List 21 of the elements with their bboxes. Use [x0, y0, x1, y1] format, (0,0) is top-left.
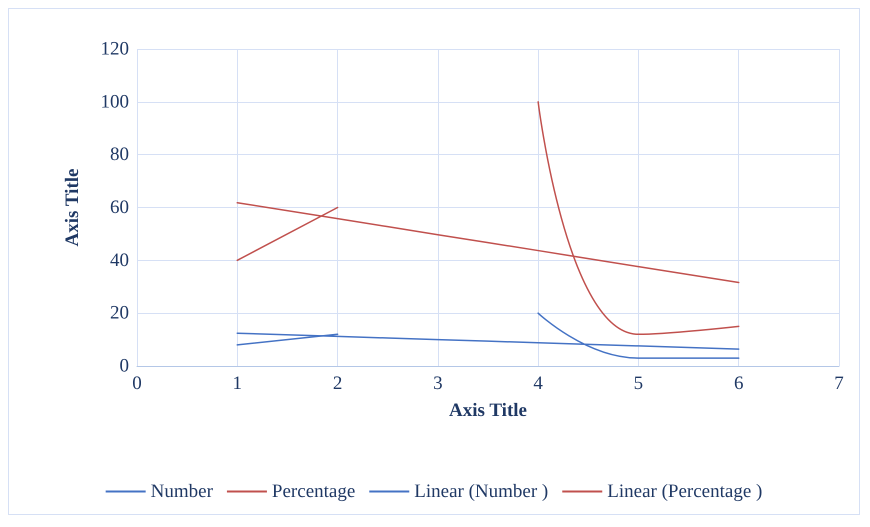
y-tick-label: 20 [110, 302, 129, 324]
legend-label: Linear (Percentage ) [607, 481, 762, 502]
x-tick-label: 2 [332, 373, 342, 394]
y-axis-title: Axis Title [62, 168, 83, 246]
y-tick-label: 40 [110, 250, 129, 271]
legend-label: Percentage [272, 481, 356, 502]
x-tick-label: 1 [232, 373, 242, 394]
x-tick-label: 7 [834, 373, 844, 394]
legend-label: Number [150, 481, 214, 502]
y-tick-label: 80 [110, 144, 129, 166]
y-tick-label: 120 [100, 38, 129, 60]
y-tick-label: 0 [120, 356, 129, 376]
x-tick-label: 5 [634, 373, 644, 394]
x-axis-title: Axis Title [449, 400, 527, 421]
x-tick-label: 0 [132, 373, 142, 394]
x-tick-label: 6 [734, 373, 744, 394]
x-tick-label: 4 [533, 373, 544, 394]
y-tick-label: 100 [100, 91, 129, 112]
x-tick-label: 3 [433, 373, 443, 394]
legend-label: Linear (Number ) [414, 481, 548, 502]
y-tick-label: 60 [110, 197, 129, 218]
